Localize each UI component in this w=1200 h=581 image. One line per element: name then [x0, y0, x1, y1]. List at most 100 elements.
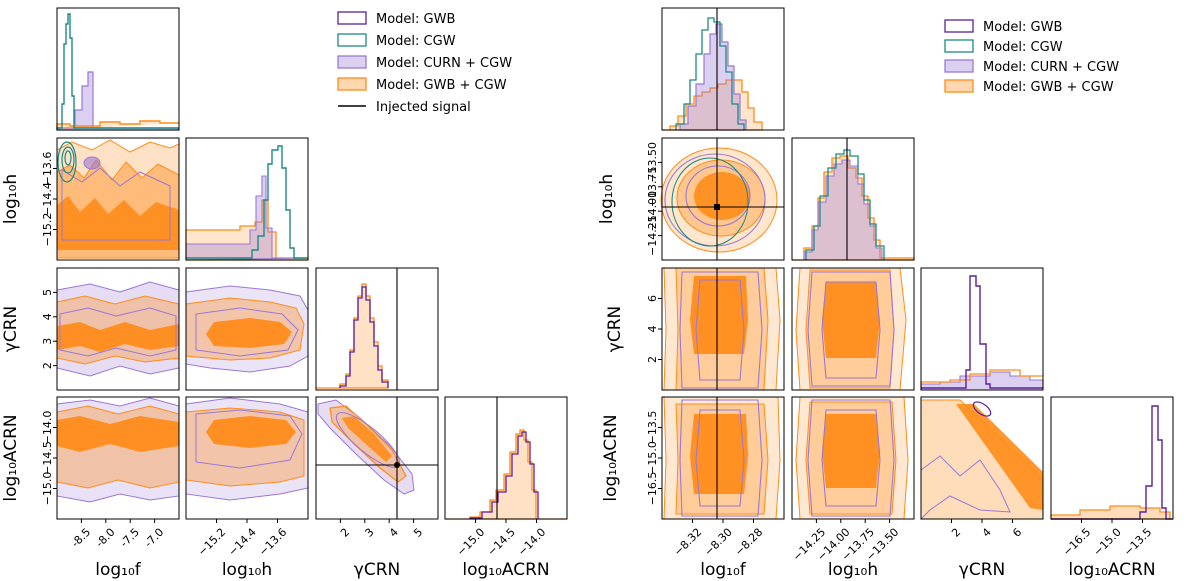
- left-xtick-label-2-2: 4: [387, 526, 401, 540]
- axes-left-gamma-hist: [315, 267, 439, 391]
- legend-left-label-injected: Injected signal: [376, 100, 471, 115]
- left-ytick-label-2-0: −14.0: [41, 411, 54, 445]
- hist-left-h-cgw: [186, 145, 308, 259]
- panel-left-gamma-f: [56, 267, 180, 391]
- axes-left-f-hist: [56, 7, 180, 131]
- panel-right-A-gamma: [920, 396, 1044, 521]
- panel-right-A-h: [791, 396, 915, 520]
- right-ytick-label-1-2: 2: [646, 356, 659, 363]
- legend-right-label-cgw: Model: CGW: [983, 40, 1063, 55]
- contour-right-gamma-f-curn-2: [695, 279, 745, 381]
- hist-right-f-curn: [679, 23, 747, 131]
- legend-left-swatch-gwb: [337, 11, 367, 25]
- hist-left-A-gwb: [469, 431, 539, 519]
- contour-right-h-f-cgw: [671, 157, 749, 247]
- hist-right-f-gwbcgw: [662, 79, 763, 131]
- contour-right-A-h-curn-2: [821, 409, 881, 507]
- left-xlabel-f: log₁₀f: [95, 560, 142, 580]
- panel-left-A-hist: [444, 396, 568, 520]
- right-xlabel-A: log₁₀ACRN: [1068, 560, 1155, 580]
- left-corner-plot: -8.5 -8.0 -7.5 -7.0 −15.2−14.4−13.6 2 3 4 5 −15.0…: [1, 7, 568, 580]
- contour-left-A-h-curn: [195, 409, 303, 469]
- legend-left-swatch-cgw: [337, 33, 367, 47]
- right-xtick-label-2-2: 6: [1010, 526, 1024, 540]
- panel-left-gamma-h: [185, 267, 309, 391]
- left-xlabel-A: log₁₀ACRN: [462, 560, 549, 580]
- right-ytick-label-1-1: 4: [646, 326, 659, 333]
- contour-left-A-h-inner: [206, 416, 296, 448]
- contour-right-h-f-inner: [694, 172, 750, 220]
- hist-left-gamma-gwbcgw: [316, 283, 389, 389]
- hist-left-A-gwbcgw: [445, 429, 567, 520]
- hist-right-A-gwb: [1051, 405, 1173, 520]
- axes-right-A-h: [791, 396, 915, 520]
- contour-right-gamma-f-inner: [690, 276, 748, 354]
- left-xtick-label-0-3: -7.0: [142, 526, 166, 550]
- contour-right-A-h-curn-1: [807, 399, 895, 517]
- contour-left-A-f-inner: [57, 416, 179, 452]
- left-xtick-label-1-2: −13.6: [256, 526, 289, 559]
- right-xtick-label-0-0: −8.32: [671, 526, 704, 559]
- legend-right-swatch-curn: [944, 59, 974, 73]
- right-xtick-label-3-1: −15.0: [1091, 526, 1124, 559]
- left-ytick-label-0-0: −13.6: [41, 152, 54, 186]
- right-ytick-label-0-0: −13.50: [646, 142, 659, 183]
- legend-left-label-gwbcgw: Model: GWB + CGW: [376, 78, 507, 93]
- left-ytick-label-0-1: −14.4: [41, 182, 54, 216]
- panel-right-gamma-f: [661, 267, 785, 391]
- legend-right-label-curn: Model: CURN + CGW: [983, 60, 1119, 75]
- left-ylabel-h: log₁₀h: [1, 174, 21, 224]
- panel-right-f-hist: [661, 7, 785, 131]
- right-ytick-label-0-2: −14.00: [646, 191, 659, 232]
- hist-right-A-gwbcgw: [1050, 505, 1171, 520]
- panel-left-A-h: [185, 396, 309, 520]
- contour-right-A-gamma-inner: [956, 404, 1043, 510]
- left-xtick-label-1-1: −14.4: [226, 526, 259, 559]
- axes-right-A-hist: [1050, 396, 1174, 520]
- injected-point-left: [394, 462, 400, 468]
- panel-left-h-f: [56, 137, 180, 261]
- injected-point-right: [714, 204, 720, 210]
- axes-right-gamma-hist: [920, 267, 1044, 391]
- hist-right-f-cgw: [675, 17, 745, 130]
- right-ytick-label-0-3: −14.25: [646, 215, 659, 256]
- panel-left-A-gamma: [315, 396, 439, 520]
- left-ylabel-A: log₁₀ACRN: [1, 414, 21, 501]
- right-xtick-label-2-0: 2: [949, 526, 963, 540]
- right-xtick-label-2-1: 4: [980, 526, 994, 540]
- axes-left-h-hist: [185, 137, 309, 261]
- contour-left-h-f-curn: [61, 167, 171, 241]
- axes-right-f-hist: [661, 7, 785, 131]
- contour-left-h-f-inner: [57, 196, 179, 250]
- right-xtick-label-0-2: −8.28: [732, 526, 765, 559]
- contour-right-A-f-curn-1: [679, 399, 763, 517]
- legend-right-swatch-gwb: [944, 19, 974, 33]
- panel-left-h-hist: [185, 137, 309, 261]
- axes-left-gamma-f: [56, 267, 180, 391]
- left-xtick-label-0-0: -8.5: [69, 526, 93, 550]
- contour-right-A-h-inner: [822, 414, 880, 488]
- left-xtick-label-0-1: -8.0: [93, 526, 117, 550]
- left-xtick-label-3-2: −14.0: [515, 526, 548, 559]
- right-xtick-label-3-2: −13.5: [1121, 526, 1154, 559]
- left-ytick-label-2-2: −15.0: [41, 472, 54, 506]
- contour-right-gamma-h-curn-2: [821, 281, 881, 379]
- hist-left-gamma-gwb: [339, 286, 389, 388]
- right-xlabel-h: log₁₀h: [828, 560, 878, 580]
- contour-right-A-gamma-curn: [920, 455, 1011, 521]
- axes-right-gamma-h: [791, 267, 915, 391]
- contour-right-A-f-curn-2: [695, 409, 745, 507]
- left-ytick-label-1-2: 3: [41, 338, 54, 345]
- legend-left: Model: GWB Model: CGW Model: CURN + CGW …: [337, 11, 512, 115]
- left-xtick-label-0-2: -7.5: [118, 526, 142, 550]
- injected-signal-lines-left: [316, 268, 498, 519]
- contour-left-h-f-cgw-1: [57, 141, 77, 183]
- hist-right-gamma-gwbcgw: [920, 369, 1043, 390]
- legend-left-label-cgw: Model: CGW: [376, 34, 456, 49]
- right-ytick-label-1-0: 6: [646, 295, 659, 302]
- contour-left-gamma-f-curn: [59, 307, 177, 357]
- right-xtick-label-0-1: −8.30: [702, 526, 735, 559]
- contour-right-A-gamma-gwb: [972, 401, 992, 417]
- axes-right-h-hist: [791, 137, 915, 261]
